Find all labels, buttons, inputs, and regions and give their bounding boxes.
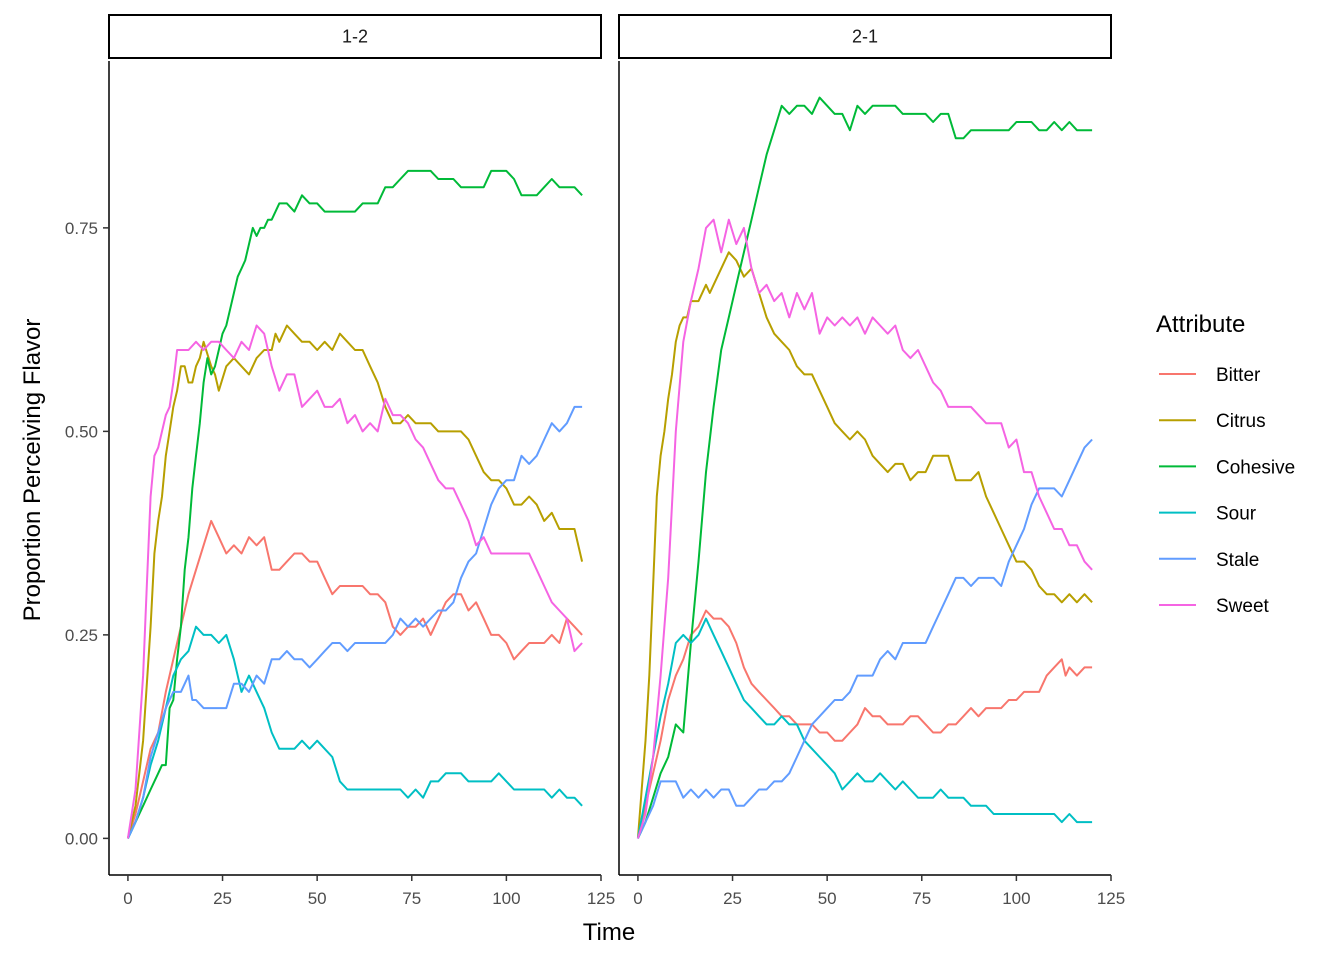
- legend-label: Stale: [1216, 550, 1259, 571]
- legend-title: Attribute: [1156, 311, 1245, 338]
- legend-label: Sour: [1216, 504, 1257, 525]
- chart-panels: 1-2 0 25 50 75 100 125 0.00 0.25 0.50 0.75 2-1 0 25 50…: [65, 14, 1125, 908]
- x-tick-label: 100: [492, 889, 520, 908]
- facet-strip: [108, 14, 602, 59]
- x-tick-label: 75: [912, 889, 931, 908]
- legend-label: Sweet: [1216, 596, 1270, 617]
- legend-label: Cohesive: [1216, 457, 1295, 478]
- y-tick-label: 0.75: [65, 219, 98, 238]
- series-line-stale: [636, 438, 1093, 839]
- y-tick-label: 0.25: [65, 626, 98, 645]
- y-tick-label: 0.00: [65, 829, 98, 848]
- panel-1-2: 1-2 0 25 50 75 100 125 0.00 0.25 0.50 0.75: [65, 14, 615, 908]
- x-tick-label: 125: [587, 889, 615, 908]
- series-line-sweet: [126, 324, 583, 839]
- legend-item-sweet: Sweet: [1159, 596, 1270, 617]
- series-line-bitter: [126, 519, 583, 839]
- x-axis-title: Time: [583, 919, 635, 946]
- legend-item-citrus: Citrus: [1159, 411, 1266, 432]
- panel-2-1: 2-1 0 25 50 75 100 125: [618, 14, 1125, 908]
- series-line-sweet: [636, 218, 1093, 839]
- series-line-cohesive: [636, 96, 1093, 839]
- x-tick-label: 50: [308, 889, 327, 908]
- facet-strip-label: 1-2: [342, 27, 368, 47]
- x-tick-label: 75: [402, 889, 421, 908]
- x-tick-label: 0: [633, 889, 642, 908]
- series-line-citrus: [126, 324, 584, 839]
- series-line-cohesive: [126, 169, 583, 839]
- series-line-stale: [126, 405, 583, 839]
- legend-item-bitter: Bitter: [1159, 365, 1261, 386]
- legend-label: Bitter: [1216, 365, 1261, 386]
- series-line-sour: [126, 625, 583, 839]
- facet-strip: [618, 14, 1112, 59]
- x-tick-label: 25: [723, 889, 742, 908]
- x-tick-label: 125: [1097, 889, 1125, 908]
- x-tick-label: 0: [123, 889, 132, 908]
- facet-strip-label: 2-1: [852, 27, 878, 47]
- x-tick-label: 100: [1002, 889, 1030, 908]
- x-tick-label: 25: [213, 889, 232, 908]
- legend: Attribute Bitter Citrus Cohesive Sour Stale S…: [1156, 311, 1295, 617]
- y-tick-label: 0.50: [65, 422, 98, 441]
- series-line-sour: [636, 617, 1093, 839]
- x-tick-label: 50: [818, 889, 837, 908]
- series-line-citrus: [636, 251, 1093, 839]
- legend-item-sour: Sour: [1159, 504, 1257, 525]
- series-line-bitter: [636, 609, 1093, 839]
- legend-item-cohesive: Cohesive: [1159, 457, 1295, 478]
- legend-item-stale: Stale: [1159, 550, 1259, 571]
- y-axis-title: Proportion Perceiving Flavor: [19, 319, 46, 622]
- legend-label: Citrus: [1216, 411, 1266, 432]
